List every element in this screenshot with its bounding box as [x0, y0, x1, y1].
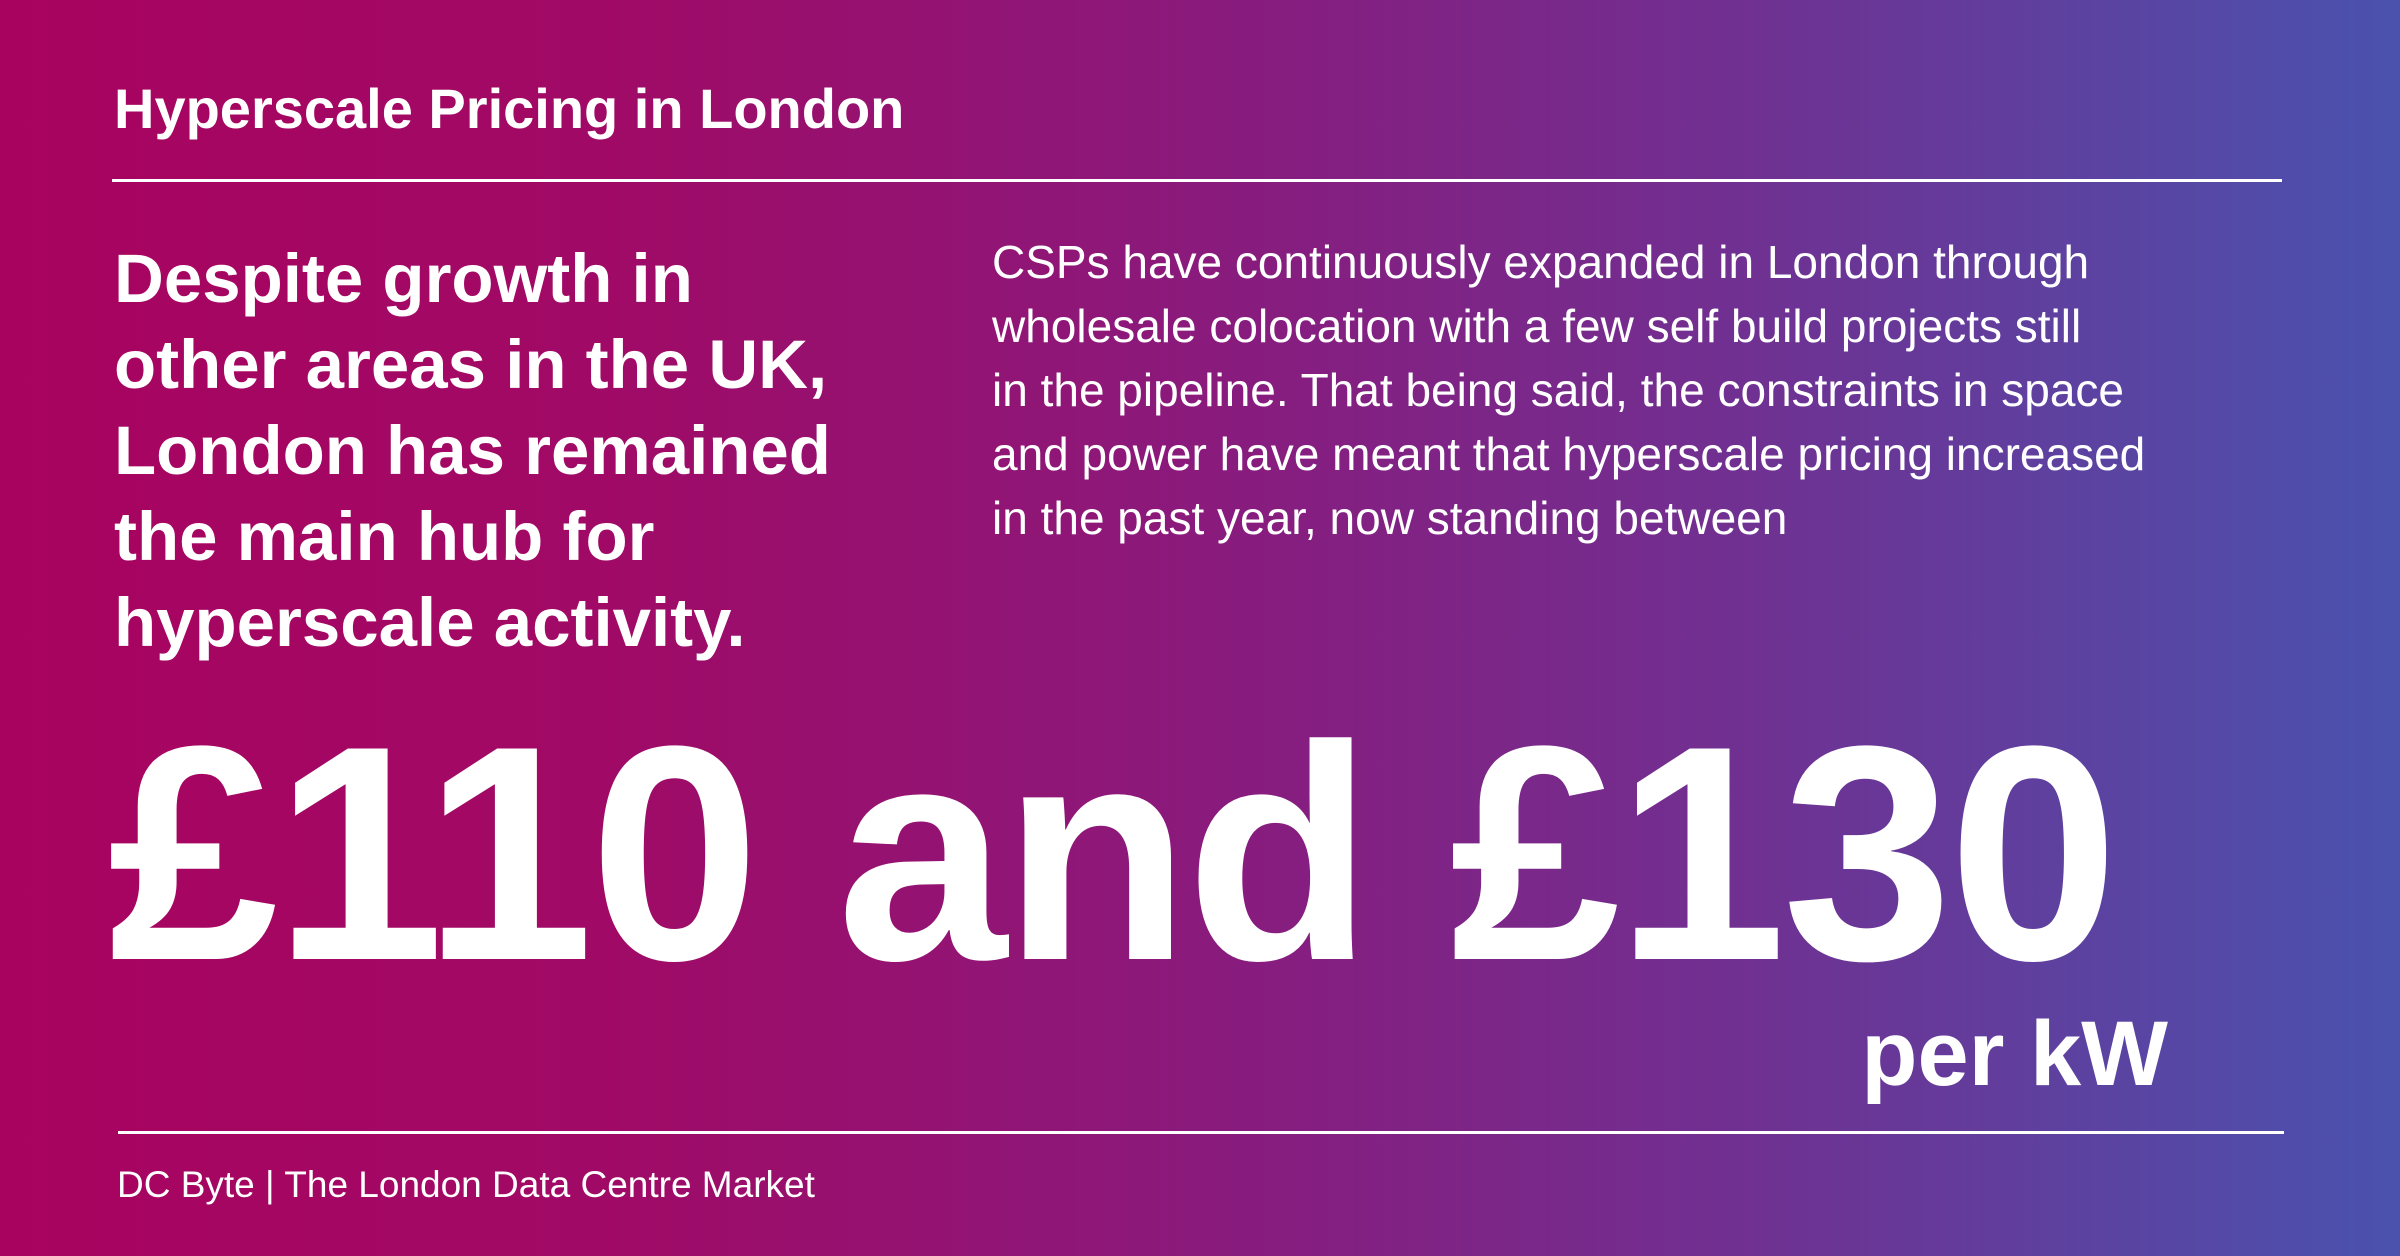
headline-line: Despite growth in	[114, 240, 693, 317]
price-unit: per kW	[1861, 1003, 2168, 1105]
headline-line: other areas in the UK,	[114, 326, 828, 403]
headline: Despite growth in other areas in the UK,…	[114, 236, 914, 666]
source-footer: DC Byte | The London Data Centre Market	[117, 1164, 815, 1205]
paragraph-line: CSPs have continuously expanded in Londo…	[992, 236, 2090, 288]
paragraph-line: wholesale colocation with a few self bui…	[992, 300, 2082, 352]
headline-line: London has remained	[114, 412, 831, 489]
bottom-divider	[118, 1131, 2284, 1134]
price-range: £110 and £130	[108, 682, 2119, 1024]
body-paragraph: CSPs have continuously expanded in Londo…	[992, 230, 2282, 550]
paragraph-line: in the past year, now standing between	[992, 492, 1788, 544]
page-title: Hyperscale Pricing in London	[114, 77, 905, 140]
paragraph-line: and power have meant that hyperscale pri…	[992, 428, 2146, 480]
headline-line: the main hub for	[114, 498, 655, 575]
paragraph-line: in the pipeline. That being said, the co…	[992, 364, 2124, 416]
top-divider	[112, 179, 2282, 182]
headline-line: hyperscale activity.	[114, 584, 746, 661]
